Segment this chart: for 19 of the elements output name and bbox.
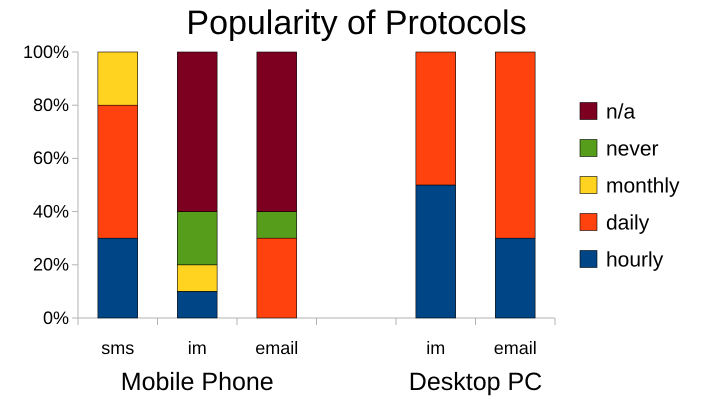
x-tick-label: sms — [101, 338, 134, 358]
y-tick-label: 60% — [32, 148, 69, 168]
text: Desktop PC — [408, 368, 542, 396]
y-tick-label: 40% — [32, 201, 69, 222]
legend-label: never — [606, 138, 659, 160]
y-tick-label: 0% — [42, 308, 69, 328]
y-tick-label: 80% — [32, 94, 69, 115]
y-tick-label: 20% — [32, 254, 69, 275]
y-tick-label: 100% — [22, 42, 69, 62]
x-tick-label: email — [494, 338, 537, 358]
x-tick-label: im — [188, 338, 207, 358]
x-tick-label: im — [426, 338, 446, 358]
text: Mobile Phone — [120, 368, 274, 396]
chart-title: Popularity of Protocols — [186, 4, 527, 42]
legend-label: monthly — [606, 174, 680, 198]
legend-label: n/a — [606, 100, 636, 124]
legend-label: daily — [606, 212, 650, 234]
legend-label: hourly — [606, 248, 664, 272]
x-tick-label: email — [255, 338, 298, 358]
